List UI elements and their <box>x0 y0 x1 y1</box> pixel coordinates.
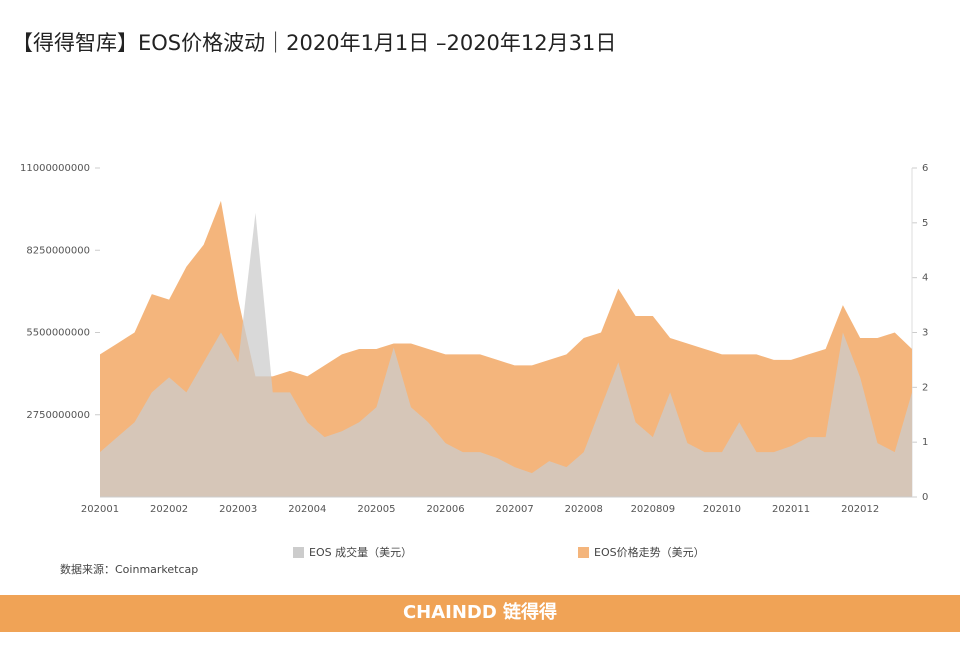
y2-tick-label: 0 <box>922 492 928 503</box>
chart-title: 【得得智库】EOS价格波动｜2020年1月1日 –2020年12月31日 <box>12 31 616 55</box>
y-tick-label: 11000000000 <box>20 163 90 174</box>
x-tick-label: 202004 <box>288 504 326 515</box>
legend-label: EOS 成交量（美元） <box>309 545 412 559</box>
x-tick-label: 202006 <box>426 504 464 515</box>
x-tick-label: 202011 <box>772 504 810 515</box>
y2-tick-label: 6 <box>922 163 928 174</box>
y2-tick-label: 5 <box>922 218 928 229</box>
footer-brand: CHAINDD 链得得 <box>403 601 557 623</box>
area <box>100 212 912 497</box>
legend-swatch <box>293 547 304 558</box>
y2-tick-label: 4 <box>922 273 928 284</box>
y2-tick-label: 1 <box>922 437 928 448</box>
legend-label: EOS价格走势（美元） <box>594 545 705 559</box>
x-tick-label: 202010 <box>703 504 741 515</box>
x-tick-label: 202008 <box>565 504 603 515</box>
source: 数据来源：Coinmarketcap <box>60 562 198 576</box>
x-tick-label: 202001 <box>81 504 119 515</box>
x-tick-label: 202007 <box>496 504 534 515</box>
y-tick-label: 8250000000 <box>26 245 90 256</box>
footer-band <box>0 595 960 632</box>
y-tick-label: 2750000000 <box>26 410 90 421</box>
x-tick-label: 202002 <box>150 504 188 515</box>
x-tick-label: 2020809 <box>631 504 676 515</box>
x-tick-label: 202003 <box>219 504 257 515</box>
legend-swatch <box>578 547 589 558</box>
x-tick-label: 202005 <box>357 504 395 515</box>
y2-tick-label: 2 <box>922 382 928 393</box>
y-tick-label: 5500000000 <box>26 328 90 339</box>
x-tick-label: 202012 <box>841 504 879 515</box>
y2-tick-label: 3 <box>922 328 928 339</box>
